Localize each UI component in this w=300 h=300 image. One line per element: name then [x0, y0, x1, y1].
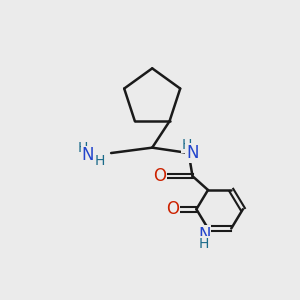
Text: H: H [94, 154, 105, 168]
Text: H: H [199, 237, 209, 251]
Text: N: N [198, 226, 210, 244]
Text: O: O [166, 200, 179, 218]
Text: H: H [182, 138, 192, 152]
Text: N: N [82, 146, 94, 164]
Text: O: O [153, 167, 167, 185]
Text: H: H [77, 141, 88, 155]
Text: N: N [186, 144, 199, 162]
